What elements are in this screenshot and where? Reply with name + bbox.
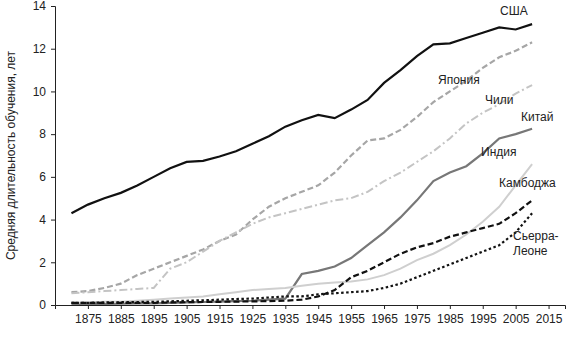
y-tick-mark	[51, 262, 55, 263]
x-tick: 1895	[141, 305, 168, 326]
y-tick-mark	[51, 6, 55, 7]
x-tick-label: 1885	[108, 312, 135, 326]
y-tick: 10	[33, 85, 55, 99]
series-label: США	[500, 4, 528, 18]
y-tick-label: 6	[39, 170, 46, 184]
y-axis-title: Средняя длительность обучения, лет	[4, 50, 18, 260]
x-tick-label: 1895	[141, 312, 168, 326]
x-tick-label: 2005	[503, 312, 530, 326]
y-tick: 8	[39, 127, 55, 141]
series-label: Индия	[481, 145, 516, 159]
y-tick: 14	[33, 0, 55, 13]
series-line	[71, 24, 532, 213]
y-tick-label: 12	[33, 42, 47, 56]
y-tick-mark	[51, 49, 55, 50]
x-tick: 1915	[207, 305, 234, 326]
y-tick-label: 0	[39, 298, 46, 312]
y-tick-mark	[51, 91, 55, 92]
x-tick: 2005	[503, 305, 530, 326]
x-tick-mark	[220, 305, 221, 309]
x-tick-mark	[252, 305, 253, 309]
series-line	[71, 164, 532, 303]
x-tick-label: 1995	[470, 312, 497, 326]
x-tick-mark	[549, 305, 550, 309]
x-tick: 1935	[272, 305, 299, 326]
y-tick-label: 8	[39, 127, 46, 141]
series-line	[71, 129, 532, 304]
y-tick-mark	[51, 220, 55, 221]
y-tick-mark	[51, 134, 55, 135]
plot: 1875 1885 1895 1905 1915 1925 1935 1945 1955 1965…	[33, 0, 566, 326]
x-tick-label: 1935	[272, 312, 299, 326]
x-tick: 1995	[470, 305, 497, 326]
x-tick-label: 1875	[75, 312, 102, 326]
x-tick-mark	[154, 305, 155, 309]
x-tick-mark	[516, 305, 517, 309]
series-label: Камбоджа	[499, 176, 556, 190]
series-label: Чили	[485, 93, 513, 107]
x-tick-mark	[417, 305, 418, 309]
y-tick-label: 14	[33, 0, 47, 13]
y-tick-label: 2	[39, 256, 46, 270]
x-tick: 1885	[108, 305, 135, 326]
x-tick: 1875	[75, 305, 102, 326]
x-tick-mark	[121, 305, 122, 309]
x-tick-label: 1925	[240, 312, 267, 326]
x-tick-label: 1985	[437, 312, 464, 326]
series-line	[71, 200, 532, 303]
y-tick: 6	[39, 170, 55, 184]
x-tick-mark	[318, 305, 319, 309]
x-tick-label: 1965	[371, 312, 398, 326]
y-axis: 0 2 4 6 8 10 12 14	[33, 0, 56, 312]
x-tick-mark	[88, 305, 89, 309]
x-tick: 1965	[371, 305, 398, 326]
y-tick: 2	[39, 256, 55, 270]
y-tick: 12	[33, 42, 55, 56]
x-tick: 1905	[174, 305, 201, 326]
x-tick-label: 1945	[305, 312, 332, 326]
x-tick: 1925	[240, 305, 267, 326]
series-line	[71, 85, 532, 293]
x-tick-mark	[187, 305, 188, 309]
y-axis-line	[51, 7, 56, 306]
x-tick: 1975	[404, 305, 431, 326]
lines	[71, 24, 532, 304]
y-tick-mark	[51, 177, 55, 178]
y-tick-label: 10	[33, 85, 47, 99]
x-tick-mark	[483, 305, 484, 309]
series-label: Сьерра-Леоне	[513, 229, 559, 258]
x-tick-label: 1905	[174, 312, 201, 326]
x-tick-label: 1915	[207, 312, 234, 326]
y-tick-mark	[51, 305, 55, 306]
series-label: Япония	[438, 73, 480, 87]
x-tick-mark	[450, 305, 451, 309]
x-tick-label: 1975	[404, 312, 431, 326]
x-tick: 2015	[536, 305, 563, 326]
x-tick: 1945	[305, 305, 332, 326]
x-axis-line	[56, 306, 566, 310]
x-tick-label: 1955	[338, 312, 365, 326]
x-tick-mark	[384, 305, 385, 309]
x-tick-mark	[285, 305, 286, 309]
y-tick: 4	[39, 213, 55, 227]
y-tick: 0	[39, 298, 55, 312]
x-axis: 1875 1885 1895 1905 1915 1925 1935 1945 1955 1965…	[56, 305, 566, 326]
series-label: Китай	[521, 110, 553, 124]
x-tick-mark	[351, 305, 352, 309]
x-tick: 1955	[338, 305, 365, 326]
chart: 1875 1885 1895 1905 1915 1925 1935 1945 1955 1965…	[0, 0, 582, 343]
series-line	[71, 213, 532, 303]
y-tick-label: 4	[39, 213, 46, 227]
x-tick: 1985	[437, 305, 464, 326]
x-tick-label: 2015	[536, 312, 563, 326]
